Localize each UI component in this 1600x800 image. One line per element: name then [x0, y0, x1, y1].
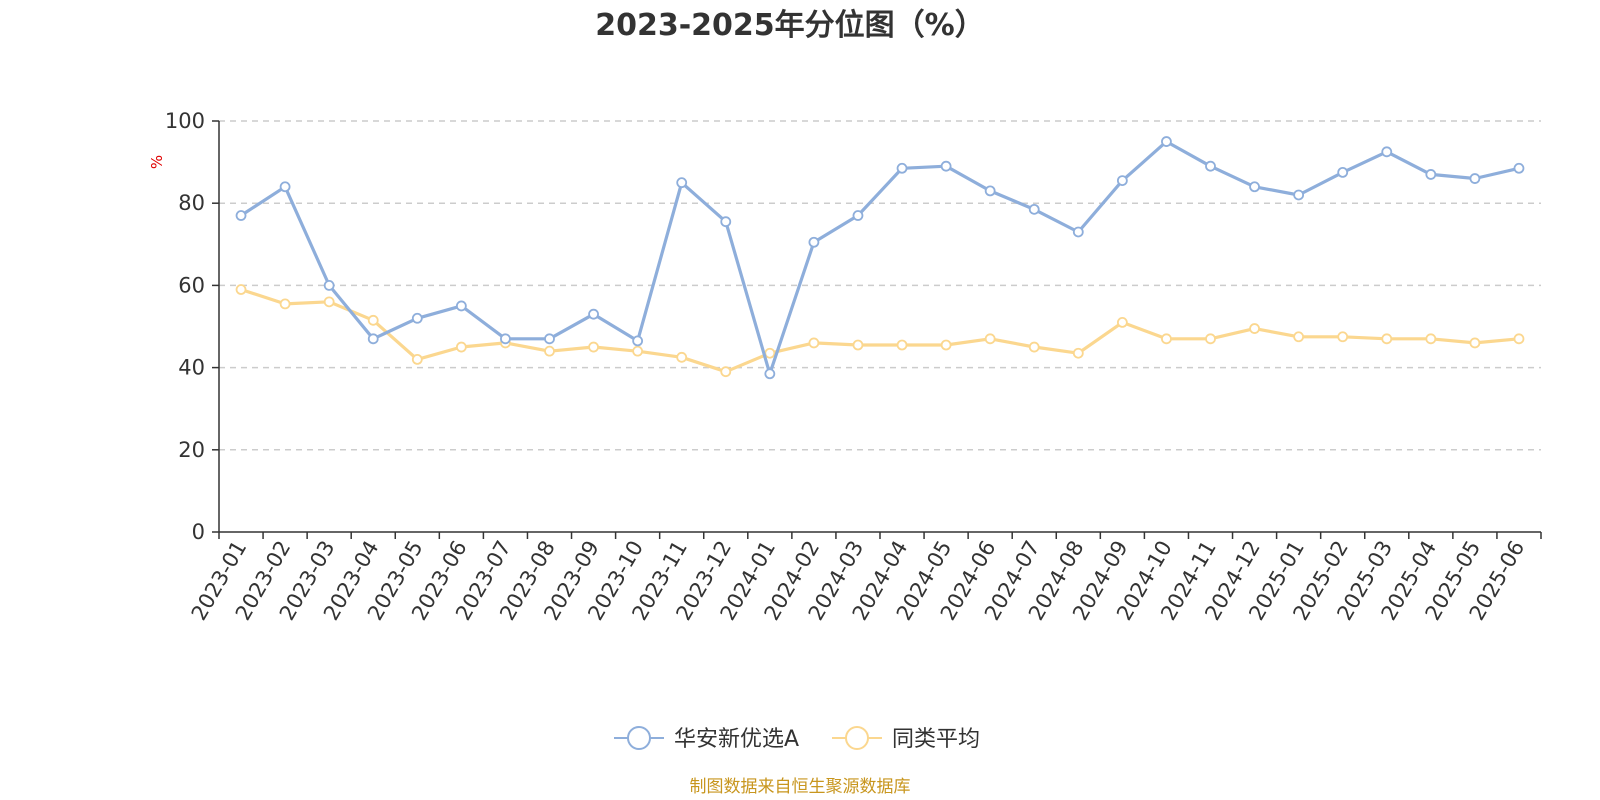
data-point-0: [1028, 203, 1040, 215]
data-point-1: [1513, 333, 1525, 345]
data-point-1: [1249, 323, 1260, 334]
y-tick-labels: 0 20 40 60 80 100: [165, 109, 205, 544]
data-point-1: [896, 339, 908, 351]
y-tick-label: 20: [178, 438, 205, 462]
series-group: [235, 136, 1525, 380]
data-point-1: [588, 341, 599, 353]
y-tick-label: 0: [192, 520, 205, 544]
data-point-0: [588, 308, 599, 320]
data-point-0: [1381, 146, 1393, 158]
data-point-1: [984, 333, 996, 345]
data-point-0: [852, 210, 864, 221]
data-point-1: [1072, 347, 1084, 359]
data-point-0: [1469, 173, 1481, 184]
data-point-1: [1425, 333, 1437, 345]
data-point-1: [1205, 333, 1216, 345]
data-point-0: [411, 312, 423, 324]
data-point-1: [235, 284, 247, 295]
data-point-1: [1469, 337, 1481, 349]
data-point-1: [323, 296, 335, 308]
data-point-1: [544, 345, 555, 357]
y-tick-label: 60: [178, 273, 205, 297]
data-point-0: [1337, 166, 1349, 178]
data-point-1: [1337, 331, 1349, 343]
axes: [212, 120, 1542, 539]
grid-lines: [219, 120, 1541, 451]
data-point-0: [279, 181, 291, 193]
data-point-1: [720, 366, 732, 378]
data-point-0: [1161, 136, 1172, 147]
data-point-0: [1072, 226, 1084, 238]
data-point-0: [1205, 160, 1216, 172]
data-point-0: [1116, 175, 1128, 186]
data-point-1: [1161, 333, 1172, 345]
legend: 华安新优选A 同类平均: [614, 726, 980, 752]
data-point-0: [632, 335, 644, 347]
series-line-1: [240, 287, 1520, 374]
y-tick-label: 80: [178, 191, 205, 215]
data-point-0: [323, 279, 335, 291]
data-point-0: [1293, 189, 1305, 201]
y-tick-label: 40: [178, 356, 205, 380]
y-axis-unit: %: [148, 155, 166, 169]
series-line-0: [240, 140, 1520, 376]
data-point-0: [940, 160, 952, 172]
data-point-0: [676, 177, 688, 189]
y-tick-label: 100: [165, 109, 205, 133]
data-point-1: [852, 339, 864, 351]
data-point-0: [808, 236, 820, 248]
data-point-1: [808, 337, 820, 349]
data-point-0: [235, 210, 247, 221]
data-point-1: [367, 314, 379, 326]
data-point-1: [676, 351, 688, 363]
data-point-1: [632, 345, 644, 357]
legend-label: 同类平均: [892, 727, 980, 752]
data-point-0: [1425, 169, 1437, 180]
legend-swatch-marker: [627, 726, 651, 750]
data-point-0: [1249, 181, 1260, 193]
data-point-0: [500, 333, 511, 345]
data-point-1: [1293, 331, 1305, 343]
chart-title: 2023-2025年分位图（%）: [595, 8, 985, 43]
data-point-1: [1381, 333, 1393, 345]
x-tick-labels: 2023-012023-022023-032023-042023-052023-…: [187, 537, 1530, 625]
data-point-0: [455, 300, 467, 312]
data-point-1: [1028, 341, 1040, 353]
data-point-1: [940, 339, 952, 351]
source-note: 制图数据来自恒生聚源数据库: [690, 777, 911, 797]
data-point-1: [411, 353, 423, 365]
legend-label: 华安新优选A: [674, 727, 799, 752]
data-point-1: [279, 298, 291, 310]
data-point-0: [544, 333, 555, 345]
data-point-0: [984, 185, 996, 197]
data-point-0: [896, 162, 908, 174]
data-point-1: [764, 347, 776, 359]
data-point-0: [764, 368, 776, 380]
data-point-0: [720, 216, 732, 228]
data-point-1: [1116, 316, 1128, 328]
data-point-0: [367, 333, 379, 345]
data-point-0: [1513, 162, 1525, 174]
legend-swatch-marker: [845, 726, 869, 750]
data-point-1: [455, 341, 467, 353]
